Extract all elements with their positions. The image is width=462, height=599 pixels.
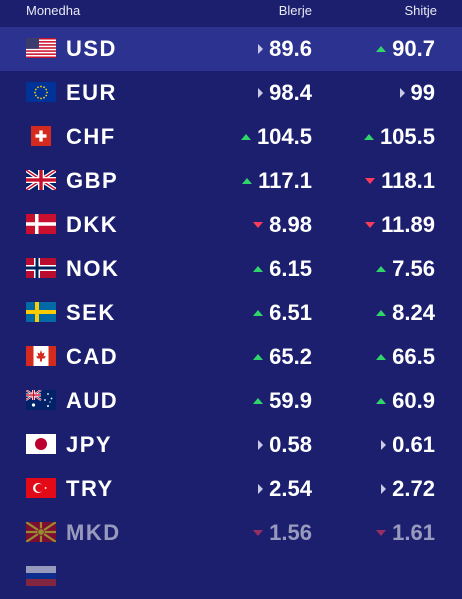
au-flag-icon [26, 390, 56, 410]
eu-flag-icon [26, 82, 56, 102]
trend-flat-icon [258, 88, 264, 98]
sell-value: 60.9 [376, 388, 435, 414]
currency-row-aud[interactable]: AUD 59.9 60.9 [0, 379, 462, 423]
currency-code: JPY [66, 432, 113, 457]
buy-value: 1.56 [253, 520, 312, 546]
us-flag-icon [26, 38, 56, 58]
trend-up-icon [363, 134, 374, 140]
ca-flag-icon [26, 346, 56, 366]
trend-up-icon [376, 266, 387, 272]
buy-value: 2.54 [258, 476, 312, 502]
sell-value: 90.7 [376, 36, 435, 62]
sell-value: 2.72 [381, 476, 435, 502]
se-flag-icon [26, 302, 56, 322]
dk-flag-icon [26, 214, 56, 234]
buy-value: 0.58 [258, 432, 312, 458]
header-currency: Monedha [26, 3, 81, 18]
trend-up-icon [253, 398, 264, 404]
trend-up-icon [376, 354, 387, 360]
sell-value: 1.61 [376, 520, 435, 546]
currency-code: DKK [66, 212, 119, 237]
tr-flag-icon [26, 478, 56, 498]
buy-value: 6.51 [253, 300, 312, 326]
trend-flat-icon [399, 88, 405, 98]
gb-flag-icon [26, 170, 56, 190]
buy-value: 8.98 [253, 212, 312, 238]
ch-flag-icon [26, 126, 56, 146]
currency-code: NOK [66, 256, 120, 281]
buy-value: 104.5 [240, 124, 312, 150]
table-header: Monedha Blerje Shitje [0, 0, 462, 24]
currency-code: AUD [66, 388, 119, 413]
header-buy: Blerje [278, 3, 312, 18]
currency-row-cad[interactable]: CAD 65.2 66.5 [0, 335, 462, 379]
currency-code: MKD [66, 520, 121, 545]
trend-up-icon [376, 46, 387, 52]
currency-code: CHF [66, 124, 116, 149]
currency-row-chf[interactable]: CHF 104.5 105.5 [0, 115, 462, 159]
flag-icon [26, 566, 56, 586]
trend-up-icon [253, 310, 264, 316]
sell-value: 11.89 [365, 212, 435, 238]
currency-code: EUR [66, 80, 117, 105]
buy-value: 89.6 [258, 36, 312, 62]
currency-row-mkd[interactable]: MKD 1.56 1.61 [0, 511, 462, 555]
currency-list: USD 89.6 90.7 EUR 98.4 99 [0, 27, 462, 599]
currency-row-try[interactable]: TRY 2.54 2.72 [0, 467, 462, 511]
trend-up-icon [242, 178, 253, 184]
sell-value: 105.5 [363, 124, 435, 150]
sell-value: 118.1 [365, 168, 435, 194]
buy-value: 65.2 [253, 344, 312, 370]
trend-flat-icon [258, 440, 264, 450]
buy-value: 117.1 [242, 168, 312, 194]
sell-value: 0.61 [381, 432, 435, 458]
trend-flat-icon [381, 440, 387, 450]
currency-row-partial [0, 555, 462, 599]
currency-row-eur[interactable]: EUR 98.4 99 [0, 71, 462, 115]
currency-row-dkk[interactable]: DKK 8.98 11.89 [0, 203, 462, 247]
currency-row-jpy[interactable]: JPY 0.58 0.61 [0, 423, 462, 467]
buy-value: 98.4 [258, 80, 312, 106]
trend-down-icon [253, 222, 264, 228]
jp-flag-icon [26, 434, 56, 454]
currency-code: SEK [66, 300, 116, 325]
trend-up-icon [376, 398, 387, 404]
header-sell: Shitje [404, 3, 437, 18]
trend-up-icon [253, 266, 264, 272]
trend-down-icon [253, 530, 264, 536]
currency-row-gbp[interactable]: GBP 117.1 118.1 [0, 159, 462, 203]
trend-up-icon [240, 134, 251, 140]
sell-value: 66.5 [376, 344, 435, 370]
currency-row-sek[interactable]: SEK 6.51 8.24 [0, 291, 462, 335]
trend-flat-icon [381, 484, 387, 494]
trend-flat-icon [258, 484, 264, 494]
no-flag-icon [26, 258, 56, 278]
trend-up-icon [253, 354, 264, 360]
currency-row-usd[interactable]: USD 89.6 90.7 [0, 27, 462, 71]
trend-down-icon [365, 222, 376, 228]
sell-value: 99 [399, 80, 435, 106]
trend-flat-icon [258, 44, 264, 54]
trend-up-icon [376, 310, 387, 316]
sell-value: 7.56 [376, 256, 435, 282]
trend-down-icon [365, 178, 376, 184]
currency-code: GBP [66, 168, 119, 193]
mk-flag-icon [26, 522, 56, 542]
currency-code: TRY [66, 476, 114, 501]
currency-code: CAD [66, 344, 119, 369]
buy-value: 6.15 [253, 256, 312, 282]
trend-down-icon [376, 530, 387, 536]
currency-row-nok[interactable]: NOK 6.15 7.56 [0, 247, 462, 291]
sell-value: 8.24 [376, 300, 435, 326]
currency-code: USD [66, 36, 117, 61]
buy-value: 59.9 [253, 388, 312, 414]
